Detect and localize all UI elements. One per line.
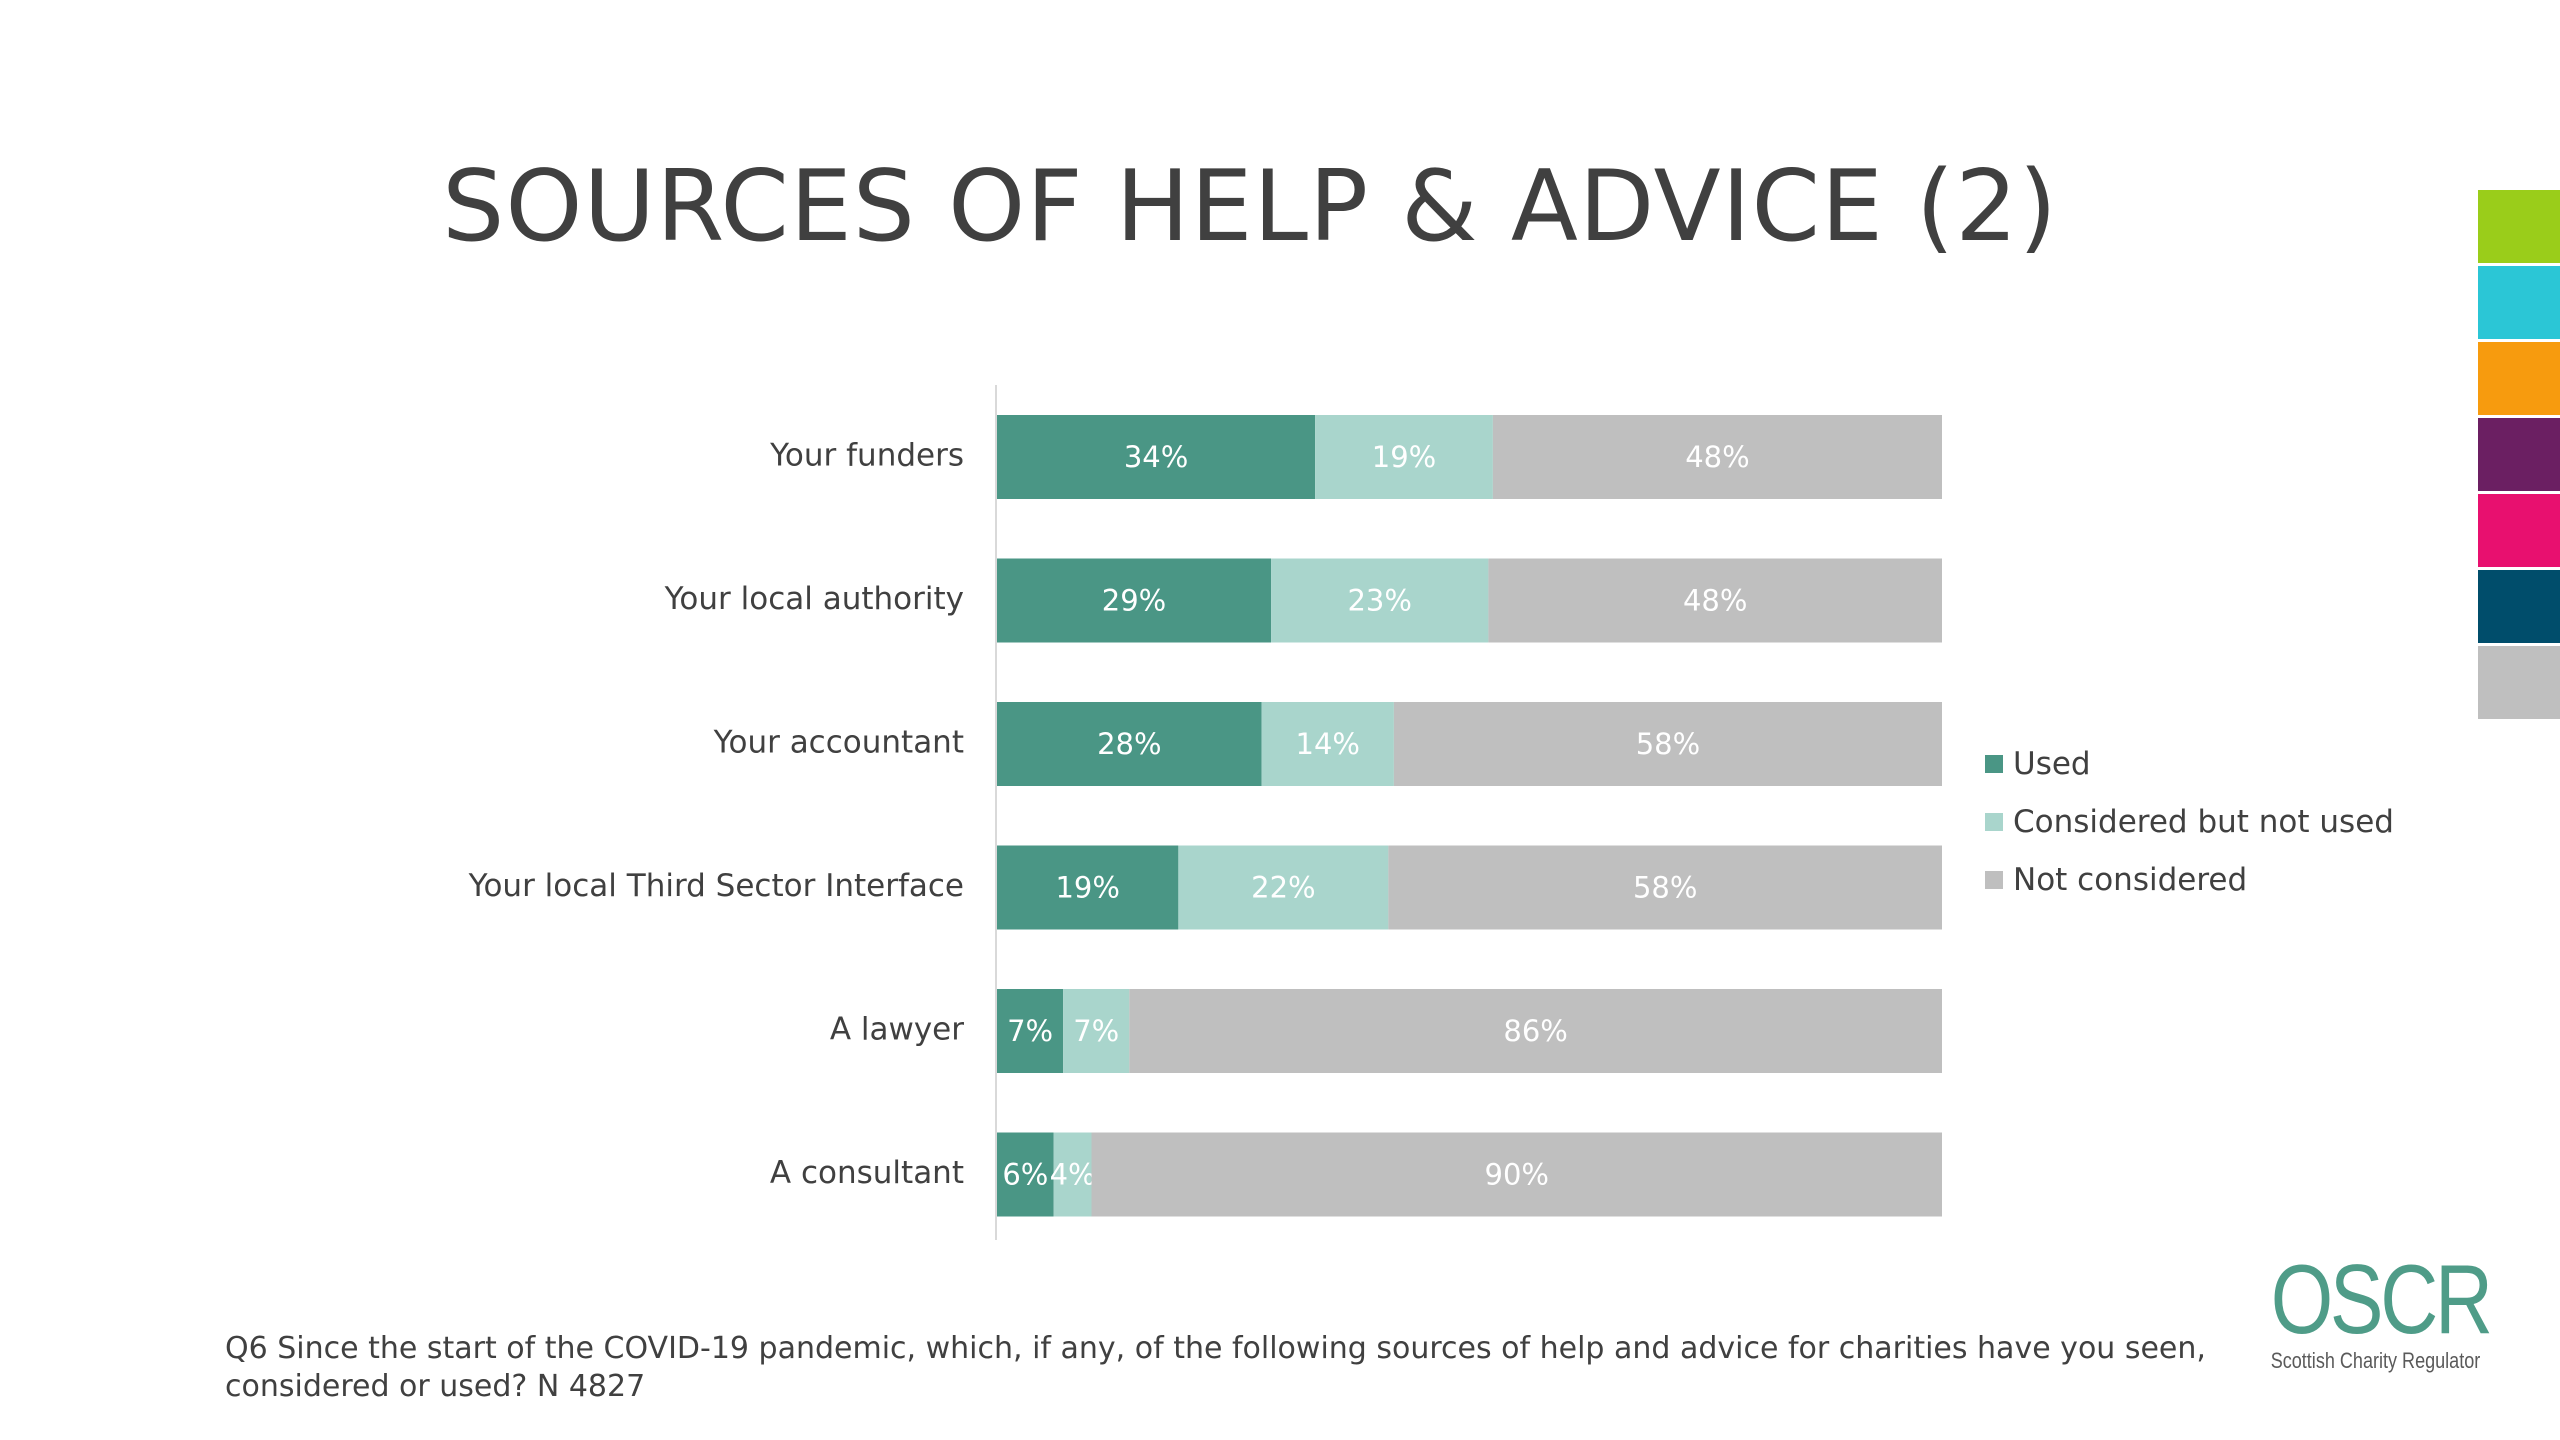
color-strip-block [2478, 646, 2560, 719]
data-label-considered: 4% [1050, 1158, 1096, 1192]
color-strip-block [2478, 418, 2560, 491]
bar-segment-used [997, 989, 1064, 1073]
bar-segment-considered [1053, 1132, 1092, 1217]
bar-segment-not-considered [1492, 415, 1942, 499]
color-strip-block [2478, 494, 2560, 567]
category-label: Your local authority [664, 581, 964, 617]
legend-item-considered: Considered but not used [1985, 793, 2394, 851]
color-strip-block [2478, 570, 2560, 643]
data-label-not-considered: 48% [1685, 440, 1749, 474]
category-label: Your funders [769, 438, 964, 474]
data-label-not-considered: 48% [1683, 584, 1747, 618]
bar-segment-used [997, 415, 1316, 499]
data-label-not-considered: 58% [1633, 871, 1697, 905]
legend-label: Not considered [2013, 862, 2248, 898]
bar-segment-not-considered [1488, 558, 1942, 643]
category-label: Your local Third Sector Interface [468, 868, 964, 904]
question-footnote: Q6 Since the start of the COVID-19 pande… [225, 1331, 2206, 1404]
bar-segment-considered [1261, 702, 1394, 786]
data-label-used: 7% [1007, 1014, 1053, 1048]
bar-segment-used [997, 1132, 1054, 1217]
brand-color-strip [2478, 190, 2560, 722]
data-label-considered: 19% [1372, 440, 1436, 474]
category-label: Your accountant [713, 725, 964, 761]
bar-segment-not-considered [1129, 989, 1942, 1073]
data-label-not-considered: 90% [1485, 1158, 1549, 1192]
logo-mark: OSCR [2270, 1244, 2493, 1354]
category-label: A consultant [770, 1155, 964, 1191]
data-label-considered: 22% [1251, 871, 1315, 905]
color-strip-block [2478, 190, 2560, 263]
bar-segment-considered [1315, 415, 1493, 499]
chart-legend: Used Considered but not used Not considere… [1985, 735, 2394, 909]
data-label-not-considered: 86% [1503, 1014, 1567, 1048]
bar-segment-not-considered [1393, 702, 1942, 786]
bar-segment-considered [1178, 845, 1389, 930]
category-label: A lawyer [830, 1012, 964, 1048]
legend-label: Used [2013, 746, 2091, 782]
data-label-used: 19% [1055, 871, 1119, 905]
data-label-considered: 7% [1073, 1014, 1119, 1048]
data-label-used: 34% [1124, 440, 1188, 474]
color-strip-block [2478, 342, 2560, 415]
legend-item-used: Used [1985, 735, 2394, 793]
data-label-used: 28% [1097, 727, 1161, 761]
logo-subtext: Scottish Charity Regulator [2270, 1348, 2481, 1373]
data-label-used: 29% [1102, 584, 1166, 618]
slide-title: SOURCES OF HELP & ADVICE (2) [442, 150, 2058, 264]
data-label-considered: 14% [1296, 727, 1360, 761]
data-label-not-considered: 58% [1636, 727, 1700, 761]
data-label-considered: 23% [1347, 584, 1411, 618]
legend-swatch [1985, 813, 2003, 831]
bar-segment-not-considered [1091, 1132, 1942, 1217]
bar-segment-used [997, 702, 1262, 786]
legend-label: Considered but not used [2013, 804, 2394, 840]
bar-segment-considered [1271, 558, 1489, 643]
legend-swatch [1985, 755, 2003, 773]
oscr-logo: OSCR Scottish Charity Regulator [2250, 1244, 2493, 1374]
bar-segment-used [997, 845, 1179, 930]
data-label-used: 6% [1002, 1158, 1048, 1192]
legend-item-not-considered: Not considered [1985, 851, 2394, 909]
bar-segment-not-considered [1388, 845, 1942, 930]
color-strip-block [2478, 266, 2560, 339]
bar-segment-considered [1063, 989, 1130, 1073]
legend-swatch [1985, 871, 2003, 889]
bar-segment-used [997, 558, 1272, 643]
